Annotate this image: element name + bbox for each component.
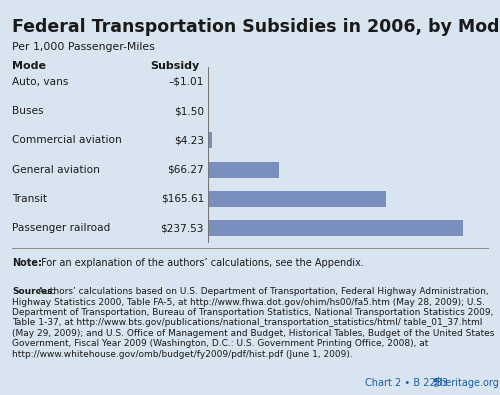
Bar [208, 191, 386, 207]
Bar [208, 103, 209, 119]
Text: Buses: Buses [12, 106, 44, 116]
Text: Passenger railroad: Passenger railroad [12, 223, 110, 233]
Text: $237.53: $237.53 [160, 223, 204, 233]
Text: $66.27: $66.27 [168, 165, 204, 175]
Text: Note:: Note: [12, 258, 42, 267]
Text: Auto, vans: Auto, vans [12, 77, 68, 87]
Text: Authors’ calculations based on U.S. Department of Transportation, Federal Highwa: Authors’ calculations based on U.S. Depa… [12, 287, 494, 359]
Text: For an explanation of the authors’ calculations, see the Appendix.: For an explanation of the authors’ calcu… [38, 258, 364, 267]
Text: $165.61: $165.61 [161, 194, 204, 204]
Bar [208, 162, 279, 178]
Text: Mode: Mode [12, 61, 46, 71]
Bar [208, 220, 464, 236]
Text: $1.50: $1.50 [174, 106, 204, 116]
Text: heritage.org: heritage.org [439, 378, 499, 388]
Bar [208, 132, 212, 149]
Text: Transit: Transit [12, 194, 47, 204]
Text: Subsidy: Subsidy [150, 61, 199, 71]
Text: Commercial aviation: Commercial aviation [12, 135, 122, 145]
Text: Sources:: Sources: [12, 287, 56, 296]
Text: –$1.01: –$1.01 [168, 77, 204, 87]
Text: Chart 2 • B 2283: Chart 2 • B 2283 [365, 378, 448, 388]
Text: $4.23: $4.23 [174, 135, 204, 145]
Text: Federal Transportation Subsidies in 2006, by Mode: Federal Transportation Subsidies in 2006… [12, 18, 500, 36]
Text: General aviation: General aviation [12, 165, 100, 175]
Text: Per 1,000 Passenger-Miles: Per 1,000 Passenger-Miles [12, 42, 155, 52]
Text: ❡: ❡ [431, 378, 440, 388]
